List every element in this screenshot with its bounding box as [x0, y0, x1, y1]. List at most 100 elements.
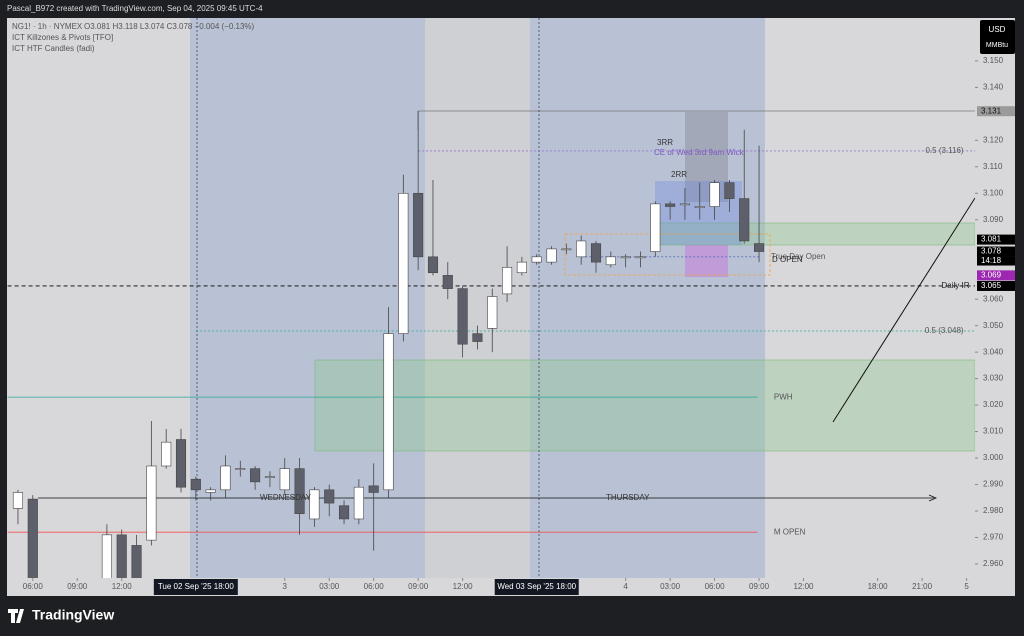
price-tag: [977, 280, 1015, 291]
y-tick-label: 2.960: [983, 559, 1004, 568]
indicator: ICT HTF Candles (fadi): [12, 44, 95, 53]
y-tick-label: 3.050: [983, 321, 1004, 330]
x-tick-label: 12:00: [112, 582, 133, 591]
header: Pascal_B972 created with TradingView.com…: [7, 4, 263, 13]
candle-body: [161, 441, 172, 467]
logo: TradingView: [32, 607, 114, 623]
killzone: [425, 18, 530, 578]
x-tick-label: 06:00: [23, 582, 44, 591]
level-label: M OPEN: [774, 527, 806, 536]
candle-body: [753, 243, 765, 252]
price-tag-label: 3.131: [981, 106, 1002, 115]
candle-body: [650, 203, 661, 252]
candle-body: [309, 489, 320, 520]
crosshair-label: Tue 02 Sep '25 18:00: [158, 582, 235, 591]
candle-body: [294, 468, 305, 514]
logo-icon: [8, 609, 24, 623]
x-tick-label: 12:00: [793, 582, 814, 591]
candle-body: [472, 333, 483, 342]
candle-body: [724, 182, 735, 199]
annotation: 3RR: [657, 138, 673, 147]
candle-body: [739, 198, 750, 242]
legend-title: NG1! · 1h · NYMEX: [12, 22, 83, 31]
x-tick-label: 18:00: [868, 582, 889, 591]
footer: [0, 596, 1024, 636]
price-tag-label: 3.065: [981, 281, 1002, 290]
candle-body: [516, 261, 527, 274]
x-tick-label: 3: [283, 582, 288, 591]
y-tick-label: 3.030: [983, 374, 1004, 383]
annotation: D OPEN: [772, 255, 803, 264]
y-tick-label: 3.020: [983, 400, 1004, 409]
y-tick-label: 2.980: [983, 506, 1004, 515]
y-tick-label: 2.990: [983, 480, 1004, 489]
candle-body: [220, 465, 231, 491]
price-tag: [977, 234, 1015, 245]
price-tag: [977, 246, 1015, 257]
candle-body: [694, 206, 705, 208]
candle-body: [338, 505, 350, 520]
candle-body: [590, 243, 602, 263]
trend-line: [832, 197, 975, 423]
candle-body: [487, 296, 498, 329]
x-tick-label: 06:00: [364, 582, 385, 591]
y-tick-label: 3.090: [983, 215, 1004, 224]
candle-body: [398, 192, 409, 334]
legend-ohlc: O3.081 H3.118 L3.074 C3.078 −0.004 (−0.1…: [84, 22, 255, 31]
candle-body: [502, 267, 513, 295]
price-tag-label: 3.081: [981, 235, 1002, 244]
y-tick-label: 3.110: [983, 162, 1003, 171]
marks: [7, 111, 975, 578]
candle-body: [576, 240, 587, 258]
fvg-zone: [314, 359, 975, 452]
candle-body: [561, 248, 572, 251]
countdown-box: [977, 256, 1015, 266]
candle-body: [546, 248, 557, 263]
candle-body: [635, 256, 646, 259]
x-tick-label: 06:00: [705, 582, 726, 591]
level-label: Daily IR: [942, 281, 970, 290]
candle-body: [413, 192, 424, 258]
y-tick-label: 3.060: [983, 294, 1004, 303]
candle-body: [457, 288, 468, 345]
y-tick-label: 3.040: [983, 347, 1004, 356]
candle-body: [146, 465, 157, 541]
annotation: WEDNESDAY: [260, 493, 312, 502]
level-label: 0.5 (3.116): [925, 146, 963, 155]
candle-body: [205, 489, 216, 493]
box: [685, 112, 728, 202]
y-tick-label: 3.000: [983, 453, 1004, 462]
x-tick-label: 09:00: [408, 582, 429, 591]
box: [685, 245, 728, 277]
crosshair-label: Wed 03 Sep '25 18:00: [497, 582, 576, 591]
candle-body: [264, 476, 275, 478]
y-tick-label: 3.120: [983, 135, 1004, 144]
x-tick-label: 21:00: [912, 582, 933, 591]
candle-body: [101, 534, 112, 578]
candle-body: [665, 203, 676, 207]
crosshair-box: [153, 579, 238, 595]
price-tag: [977, 106, 1015, 117]
unit: MMBtu: [986, 42, 1008, 49]
candle-body: [324, 489, 335, 504]
candle-body: [27, 498, 38, 578]
x-tick-label: 5: [964, 582, 969, 591]
x-tick-label: 12:00: [453, 582, 474, 591]
y-tick-label: 2.970: [983, 533, 1004, 542]
x-tick-label: 03:00: [319, 582, 340, 591]
x-tick-label: 4: [623, 582, 628, 591]
candle-body: [368, 485, 379, 493]
price-tag-label: 3.069: [981, 270, 1002, 279]
candle-body: [235, 468, 246, 470]
candle-body: [279, 468, 290, 491]
price-tag: [977, 270, 1015, 281]
candle-body: [427, 256, 439, 274]
candle-body: [605, 256, 616, 266]
candle-body: [12, 492, 24, 509]
annotation: THURSDAY: [606, 493, 650, 502]
indicator: ICT Killzones & Pivots [TFO]: [12, 33, 113, 42]
price-tag-label: 3.078: [981, 247, 1002, 256]
annotation: CE of Wed 3rd 9am Wick: [654, 148, 745, 157]
candle-body: [442, 275, 453, 289]
